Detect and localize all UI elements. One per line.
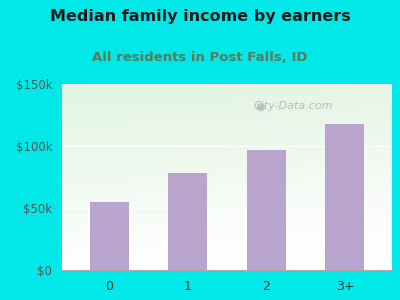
Bar (247, 150, 286, 270)
Text: City-Data.com: City-Data.com (253, 101, 333, 111)
Text: All residents in Post Falls, ID: All residents in Post Falls, ID (92, 51, 308, 64)
Text: ●: ● (255, 101, 265, 111)
Text: Median family income by earners: Median family income by earners (50, 9, 350, 24)
Bar (90, 202, 129, 270)
Bar (325, 124, 364, 270)
Bar (168, 173, 207, 270)
